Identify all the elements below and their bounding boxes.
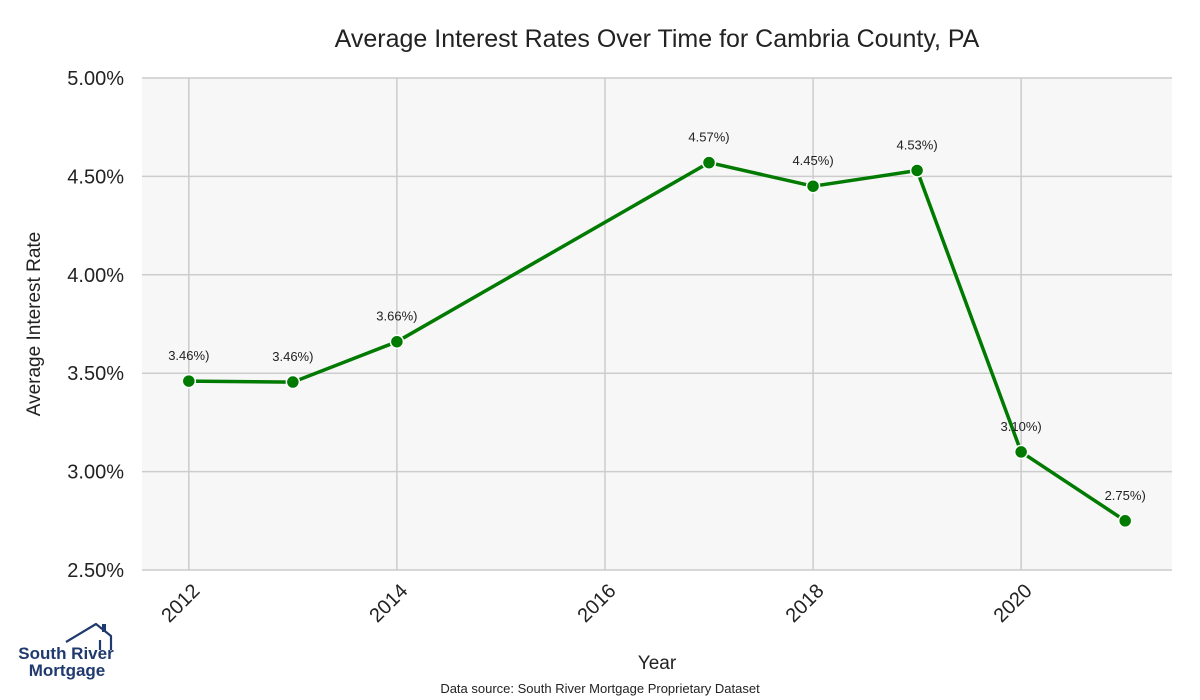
data-point (285, 374, 301, 390)
data-label: 4.57%) (688, 130, 729, 145)
y-tick-label: 3.00% (67, 462, 124, 484)
chimney-icon (102, 624, 106, 632)
y-tick-label: 5.00% (67, 68, 124, 90)
x-tick-label: 2020 (990, 580, 1037, 627)
data-point (909, 163, 925, 178)
data-label: 3.66%) (376, 309, 417, 324)
data-label: 3.46%) (168, 348, 209, 363)
x-tick-label: 2018 (782, 580, 829, 627)
y-axis-label: Average Interest Rate (24, 232, 45, 416)
data-point (805, 178, 821, 194)
x-tick-label: 2012 (157, 580, 204, 627)
data-point (181, 373, 197, 389)
y-axis-tick-labels: 2.50% 3.00% 3.50% 4.00% 4.50% 5.00% (67, 68, 124, 582)
y-tick-label: 4.00% (67, 265, 124, 287)
plot-area (142, 78, 1172, 570)
data-point (1117, 513, 1133, 529)
data-point (701, 155, 717, 170)
y-tick-label: 3.50% (67, 363, 124, 385)
logo-text-line2: Mortgage (29, 661, 106, 680)
data-source-note: Data source: South River Mortgage Propri… (440, 681, 760, 696)
data-label: 2.75%) (1105, 488, 1146, 503)
y-tick-label: 4.50% (67, 166, 124, 188)
x-axis-tick-labels: 2012 2014 2016 2018 2020 (157, 580, 1036, 627)
company-logo: South River Mortgage (18, 622, 114, 680)
y-tick-label: 2.50% (67, 560, 124, 582)
data-label: 4.53%) (896, 137, 937, 152)
x-tick-label: 2014 (365, 580, 412, 627)
logo-text-line1: South River (18, 644, 114, 663)
series-line (188, 160, 1127, 523)
chart-title: Average Interest Rates Over Time for Cam… (335, 25, 980, 53)
data-label: 3.46%) (272, 349, 313, 364)
x-tick-label: 2016 (573, 580, 620, 627)
data-label: 4.45%) (792, 153, 833, 168)
data-points (181, 155, 1133, 529)
data-label: 3.10%) (1001, 419, 1042, 434)
data-labels: 3.46%) 3.46%) 3.66%) 4.57%) 4.45%) 4.53%) 3.10… (168, 130, 1146, 503)
data-point (1013, 444, 1029, 460)
data-point (389, 334, 405, 349)
x-axis-label: Year (638, 653, 677, 674)
